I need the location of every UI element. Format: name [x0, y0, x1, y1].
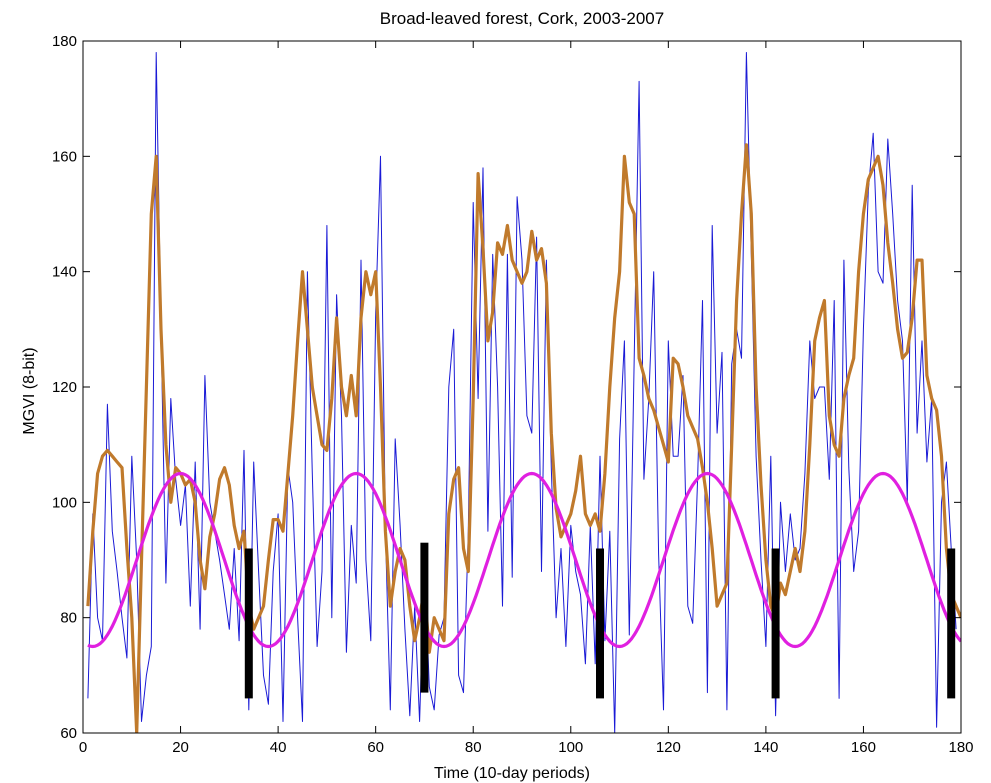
chart-title: Broad-leaved forest, Cork, 2003-2007 [380, 9, 664, 28]
vertical-marker-3 [596, 548, 604, 699]
x-axis-label: Time (10-day periods) [434, 765, 590, 782]
x-tick-label-40: 40 [270, 739, 287, 756]
vertical-marker-1 [244, 548, 253, 699]
y-tick-label-160: 160 [52, 148, 77, 165]
y-axis-label: MGVI (8-bit) [21, 347, 38, 434]
y-tick-label-180: 180 [52, 33, 77, 50]
series-line-1 [87, 52, 957, 733]
y-tick-label-80: 80 [60, 610, 77, 627]
x-tick-label-20: 20 [172, 739, 189, 756]
y-tick-label-120: 120 [52, 379, 77, 396]
x-tick-label-140: 140 [753, 739, 778, 756]
y-tick-label-140: 140 [52, 264, 77, 281]
vertical-marker-2 [420, 542, 429, 693]
vertical-marker-4 [771, 548, 780, 699]
y-tick-label-60: 60 [60, 725, 77, 742]
plot-area: 0 20 40 60 80 100 120 140 160 180 60 80 100 120 140 160… [52, 33, 974, 756]
series-line-2 [86, 143, 961, 733]
vertical-marker-5 [947, 548, 956, 699]
x-tick-label-100: 100 [558, 739, 583, 756]
y-tick-label-100: 100 [52, 494, 77, 511]
x-tick-label-0: 0 [79, 739, 87, 756]
x-tick-label-160: 160 [851, 739, 876, 756]
series-line-3 [87, 471, 961, 649]
x-tick-label-120: 120 [656, 739, 681, 756]
x-tick-label-80: 80 [465, 739, 482, 756]
x-tick-label-180: 180 [948, 739, 973, 756]
x-tick-label-60: 60 [367, 739, 384, 756]
